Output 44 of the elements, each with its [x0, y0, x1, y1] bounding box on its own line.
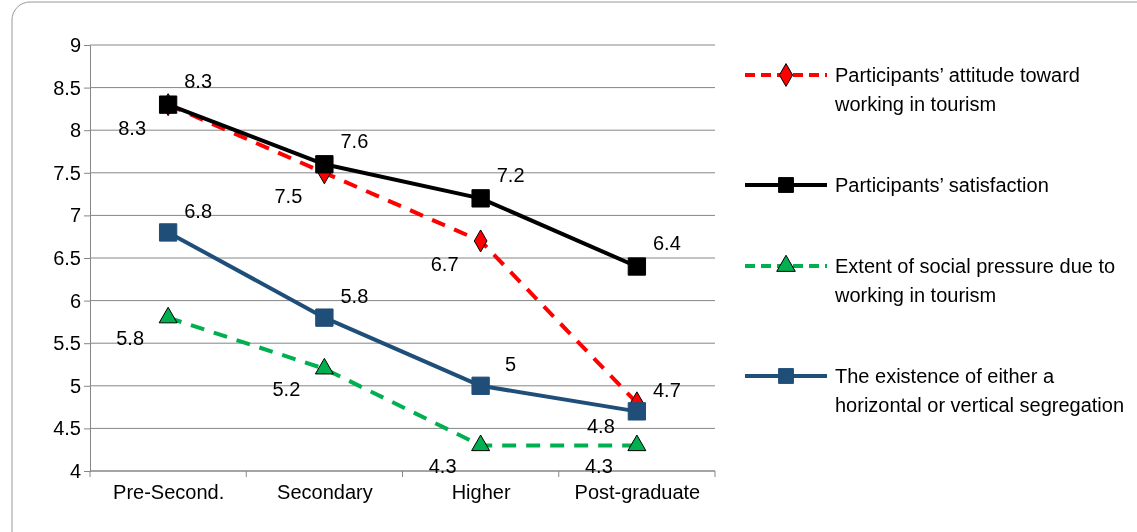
data-label: 5.8 — [116, 326, 145, 349]
data-label: 6.8 — [184, 199, 213, 222]
data-label: 8.3 — [118, 116, 147, 139]
data-label: 7.5 — [274, 185, 303, 208]
legend-label: Extent of social pressure due to working in tourism — [834, 255, 1116, 306]
data-label: 5 — [505, 353, 517, 376]
data-label: 7.2 — [496, 163, 525, 186]
data-label: 5.8 — [340, 284, 369, 307]
y-tick-label: 5.5 — [53, 332, 81, 355]
legend-label: Participants’ attitude toward working in tourism — [834, 64, 1080, 115]
point — [627, 434, 647, 452]
data-label: 6.7 — [430, 253, 459, 276]
y-tick-label: 5 — [69, 374, 81, 397]
x-tick-label: Secondary — [277, 481, 373, 504]
data-label: 8.3 — [184, 69, 213, 92]
legend-label: Participants’ satisfaction — [835, 174, 1049, 196]
x-tick-label: Post-graduate — [574, 481, 701, 504]
data-label: 7.6 — [340, 129, 369, 152]
data-label: 4.8 — [586, 415, 615, 438]
y-tick-label: 9 — [69, 33, 81, 56]
y-tick-label: 6.5 — [53, 246, 81, 269]
x-tick-label: Pre-Second. — [113, 481, 225, 504]
point — [471, 434, 491, 452]
point — [471, 189, 490, 208]
y-tick-label: 8 — [69, 119, 81, 142]
data-label: 6.4 — [652, 231, 681, 254]
y-tick-label: 4.5 — [53, 417, 81, 440]
data-label: 5.2 — [272, 378, 301, 401]
data-label: 4.3 — [428, 454, 457, 477]
point — [627, 402, 647, 421]
legend-label: The existence of either a horizontal or vertical segregation — [835, 365, 1125, 416]
point — [627, 257, 647, 276]
y-tick-label: 6 — [69, 289, 81, 312]
x-tick-label: Higher — [451, 481, 511, 504]
y-tick-label: 7 — [69, 204, 81, 227]
data-label: 4.3 — [584, 454, 613, 477]
point — [471, 376, 490, 395]
y-tick-label: 7.5 — [53, 161, 81, 184]
point — [158, 223, 178, 242]
y-tick-label: 4 — [69, 459, 81, 482]
point — [315, 308, 334, 327]
point — [315, 155, 334, 174]
y-tick-label: 8.5 — [53, 76, 81, 99]
data-label: 4.7 — [652, 378, 681, 401]
